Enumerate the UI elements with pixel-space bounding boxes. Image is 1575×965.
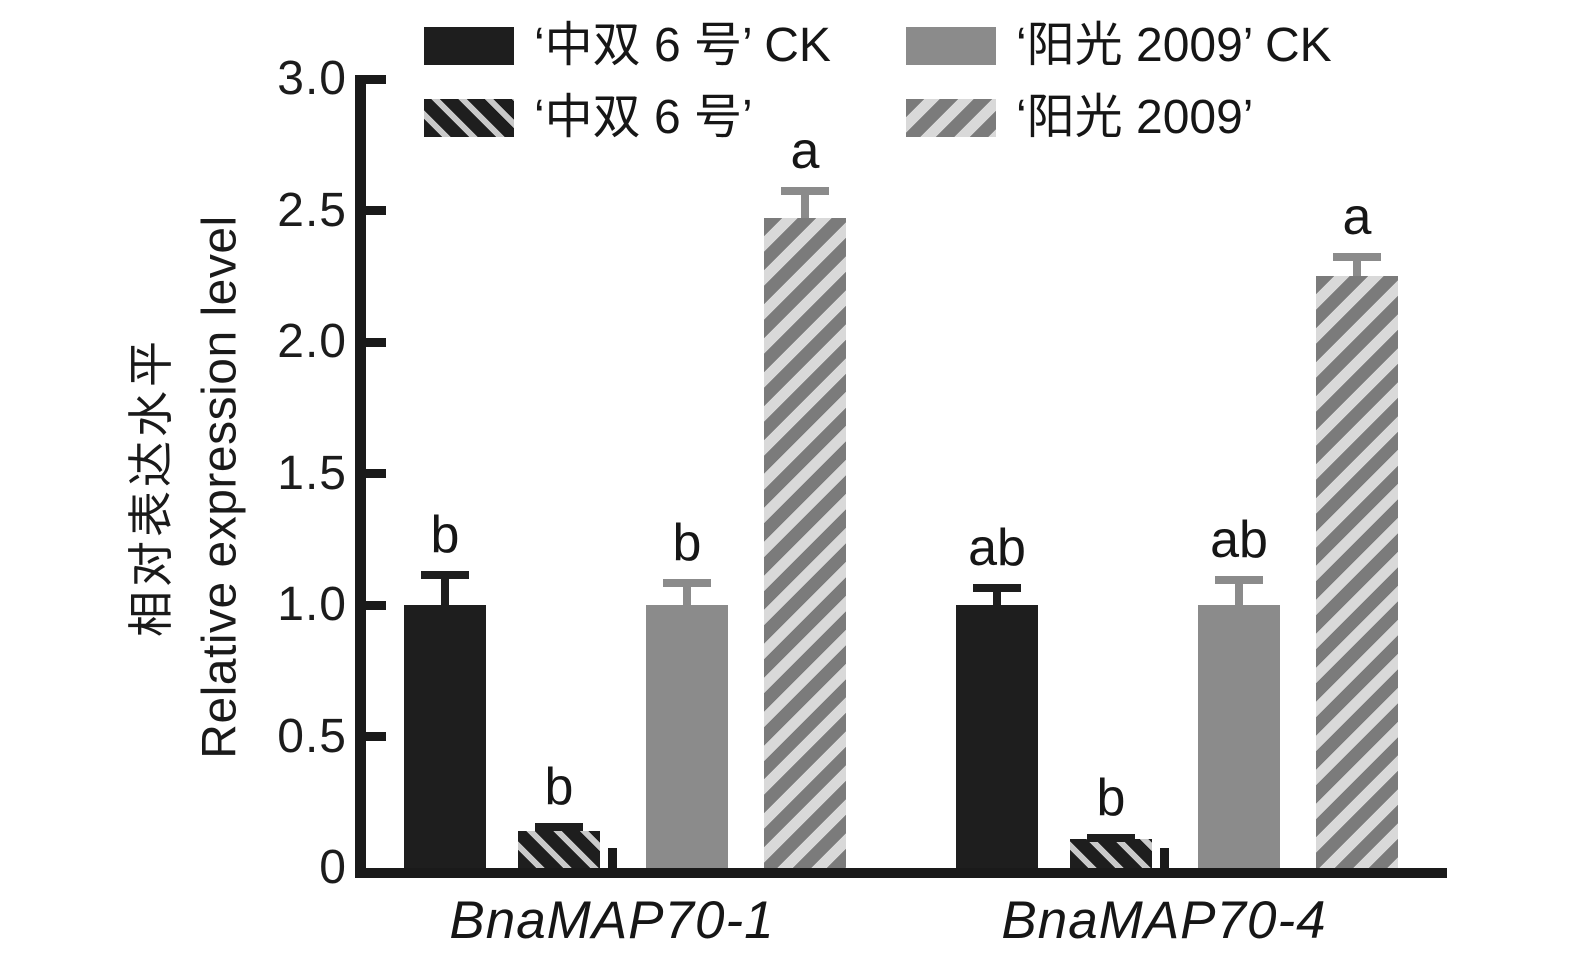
error-bar-cap (973, 583, 1021, 592)
bar (1198, 605, 1280, 868)
x-axis-line (355, 868, 1447, 878)
significance-letter: a (790, 121, 820, 180)
bar (518, 831, 600, 868)
y-tick-label: 1.5 (277, 446, 347, 500)
y-tick-label: 2.0 (277, 315, 347, 368)
legend-item: ‘中双 6 号’ CK (424, 10, 876, 82)
y-tick-label: 1.0 (277, 578, 347, 631)
significance-letter: ab (968, 518, 1026, 577)
bar (764, 218, 846, 868)
significance-letter: b (672, 513, 702, 572)
error-bar-cap (535, 823, 583, 832)
y-axis-tick (366, 732, 386, 741)
legend-swatch-black-hatched (424, 99, 514, 137)
error-bar-cap (421, 570, 469, 579)
error-bar-stem (993, 583, 1001, 605)
error-bar-stem (1353, 252, 1361, 277)
y-tick-label: 3.0 (277, 52, 347, 105)
bar (956, 605, 1038, 868)
legend-swatch-black-solid (424, 27, 514, 65)
legend-label: ‘中双 6 号’ (534, 91, 753, 144)
legend-label: ‘阳光 2009’ (1016, 91, 1254, 144)
chart-legend: ‘中双 6 号’ CK ‘中双 6 号’ ‘阳光 2009’ CK ‘阳光 2009’ (424, 10, 1358, 154)
significance-letter: a (1342, 187, 1372, 246)
y-axis-tick (366, 206, 386, 215)
y-axis-line (355, 75, 366, 878)
error-bar-cap (663, 578, 711, 587)
error-bar-stem (801, 186, 809, 219)
legend-swatch-gray-hatched (906, 99, 996, 137)
y-axis-tick (366, 337, 386, 347)
significance-letter: ab (1210, 511, 1268, 570)
x-axis-group-tick (608, 848, 617, 868)
error-bar-stem (683, 578, 691, 605)
y-axis-label-chinese: 相对表达水平 (126, 337, 177, 637)
bar (646, 605, 728, 868)
error-bar-stem (1235, 576, 1243, 605)
legend-item: ‘阳光 2009’ CK (906, 10, 1358, 82)
significance-letter: b (430, 505, 460, 564)
error-bar-stem (441, 570, 449, 605)
significance-letter: b (544, 758, 574, 817)
legend-item: ‘中双 6 号’ (424, 82, 876, 154)
y-axis-tick (366, 469, 386, 478)
error-bar-cap (1087, 833, 1135, 842)
y-tick-label: 2.5 (277, 183, 347, 237)
bar (404, 605, 486, 868)
y-tick-label: 0.5 (277, 709, 347, 763)
bar (1316, 276, 1398, 868)
legend-swatch-gray-solid (906, 27, 996, 65)
category-label: BnaMAP70-4 (1001, 891, 1327, 950)
error-bar-cap (781, 186, 829, 195)
error-bar-cap (1333, 252, 1381, 261)
significance-letter: b (1096, 768, 1126, 827)
legend-label: ‘中双 6 号’ CK (534, 19, 831, 72)
bar (1070, 839, 1152, 868)
error-bar-cap (1215, 576, 1263, 585)
y-axis-tick (366, 600, 386, 610)
legend-label: ‘阳光 2009’ CK (1016, 19, 1332, 72)
y-tick-label: 0 (319, 841, 347, 894)
legend-item: ‘阳光 2009’ (906, 82, 1358, 154)
y-axis-tick (366, 74, 386, 84)
x-axis-group-tick (1160, 848, 1169, 868)
category-label: BnaMAP70-1 (449, 891, 775, 950)
